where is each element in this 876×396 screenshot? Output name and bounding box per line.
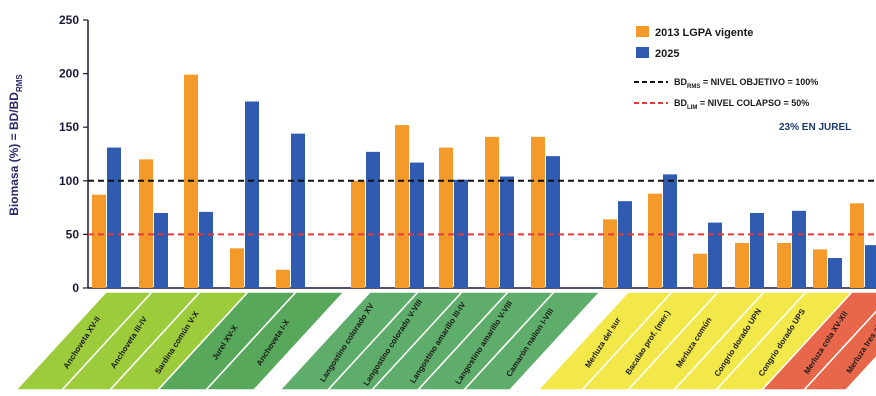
category-band — [204, 291, 346, 391]
y-tick-label: 200 — [59, 67, 79, 81]
bar-2025 — [291, 133, 305, 288]
bar-2025 — [366, 151, 380, 288]
bar-2025 — [154, 212, 168, 288]
bar-2013 — [850, 203, 864, 288]
bar-2025 — [828, 257, 842, 288]
bar-2013 — [735, 242, 749, 288]
bar-2013 — [439, 147, 453, 288]
bar-2013 — [139, 159, 153, 288]
y-tick-label: 100 — [59, 174, 79, 188]
category-band — [462, 291, 602, 391]
bar-2025 — [500, 176, 514, 288]
bar-2025 — [546, 156, 560, 288]
bar-2025 — [865, 245, 876, 288]
bar-2025 — [199, 211, 213, 288]
bar-2025 — [792, 210, 806, 288]
y-tick-label: 250 — [59, 13, 79, 27]
reference-lines — [88, 179, 876, 236]
bar-2025 — [618, 201, 632, 288]
bar-2013 — [276, 269, 290, 288]
category-bands — [14, 291, 876, 391]
bar-2025 — [410, 162, 424, 288]
bar-2013 — [648, 193, 662, 288]
bar-2025 — [663, 174, 677, 288]
bar-2013 — [777, 242, 791, 288]
bar-2025 — [107, 147, 121, 288]
bar-2013 — [230, 248, 244, 288]
y-tick-label: 0 — [72, 281, 79, 295]
legend-label-2025: 2025 — [655, 48, 679, 60]
bar-2013 — [395, 125, 409, 288]
legend-refline-label: BDLIM = NIVEL COLAPSO = 50% — [674, 98, 809, 111]
bar-2025 — [245, 101, 259, 288]
y-tick-label: 50 — [66, 227, 80, 241]
bar-2013 — [531, 136, 545, 288]
legend-swatch-2025 — [636, 47, 649, 58]
annotation-jurel: 23% EN JUREL — [779, 122, 851, 133]
bar-2013 — [813, 249, 827, 288]
bars — [92, 74, 876, 288]
legend-swatch-2013 — [636, 26, 649, 37]
category-band — [802, 310, 876, 391]
bar-2013 — [485, 136, 499, 288]
legend-refline-label: BDRMS = NIVEL OBJETIVO = 100% — [674, 77, 818, 90]
legend: 2013 LGPA vigente 2025 BDRMS = NIVEL OBJET… — [634, 26, 851, 133]
legend-label-2013: 2013 LGPA vigente — [655, 27, 753, 39]
y-tick-label: 150 — [59, 120, 79, 134]
bar-2013 — [603, 219, 617, 288]
y-axis-label: Biomasa (%) = BD/BDRMS — [7, 74, 24, 216]
bar-2025 — [708, 222, 722, 288]
bar-2025 — [750, 212, 764, 288]
bar-2013 — [693, 253, 707, 288]
bar-2013 — [92, 194, 106, 288]
